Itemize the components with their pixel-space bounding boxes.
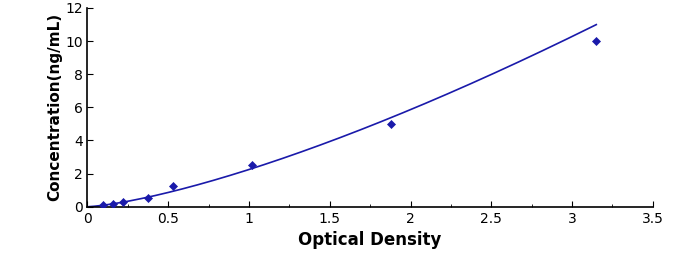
X-axis label: Optical Density: Optical Density — [298, 231, 442, 249]
Y-axis label: Concentration(ng/mL): Concentration(ng/mL) — [47, 13, 62, 201]
